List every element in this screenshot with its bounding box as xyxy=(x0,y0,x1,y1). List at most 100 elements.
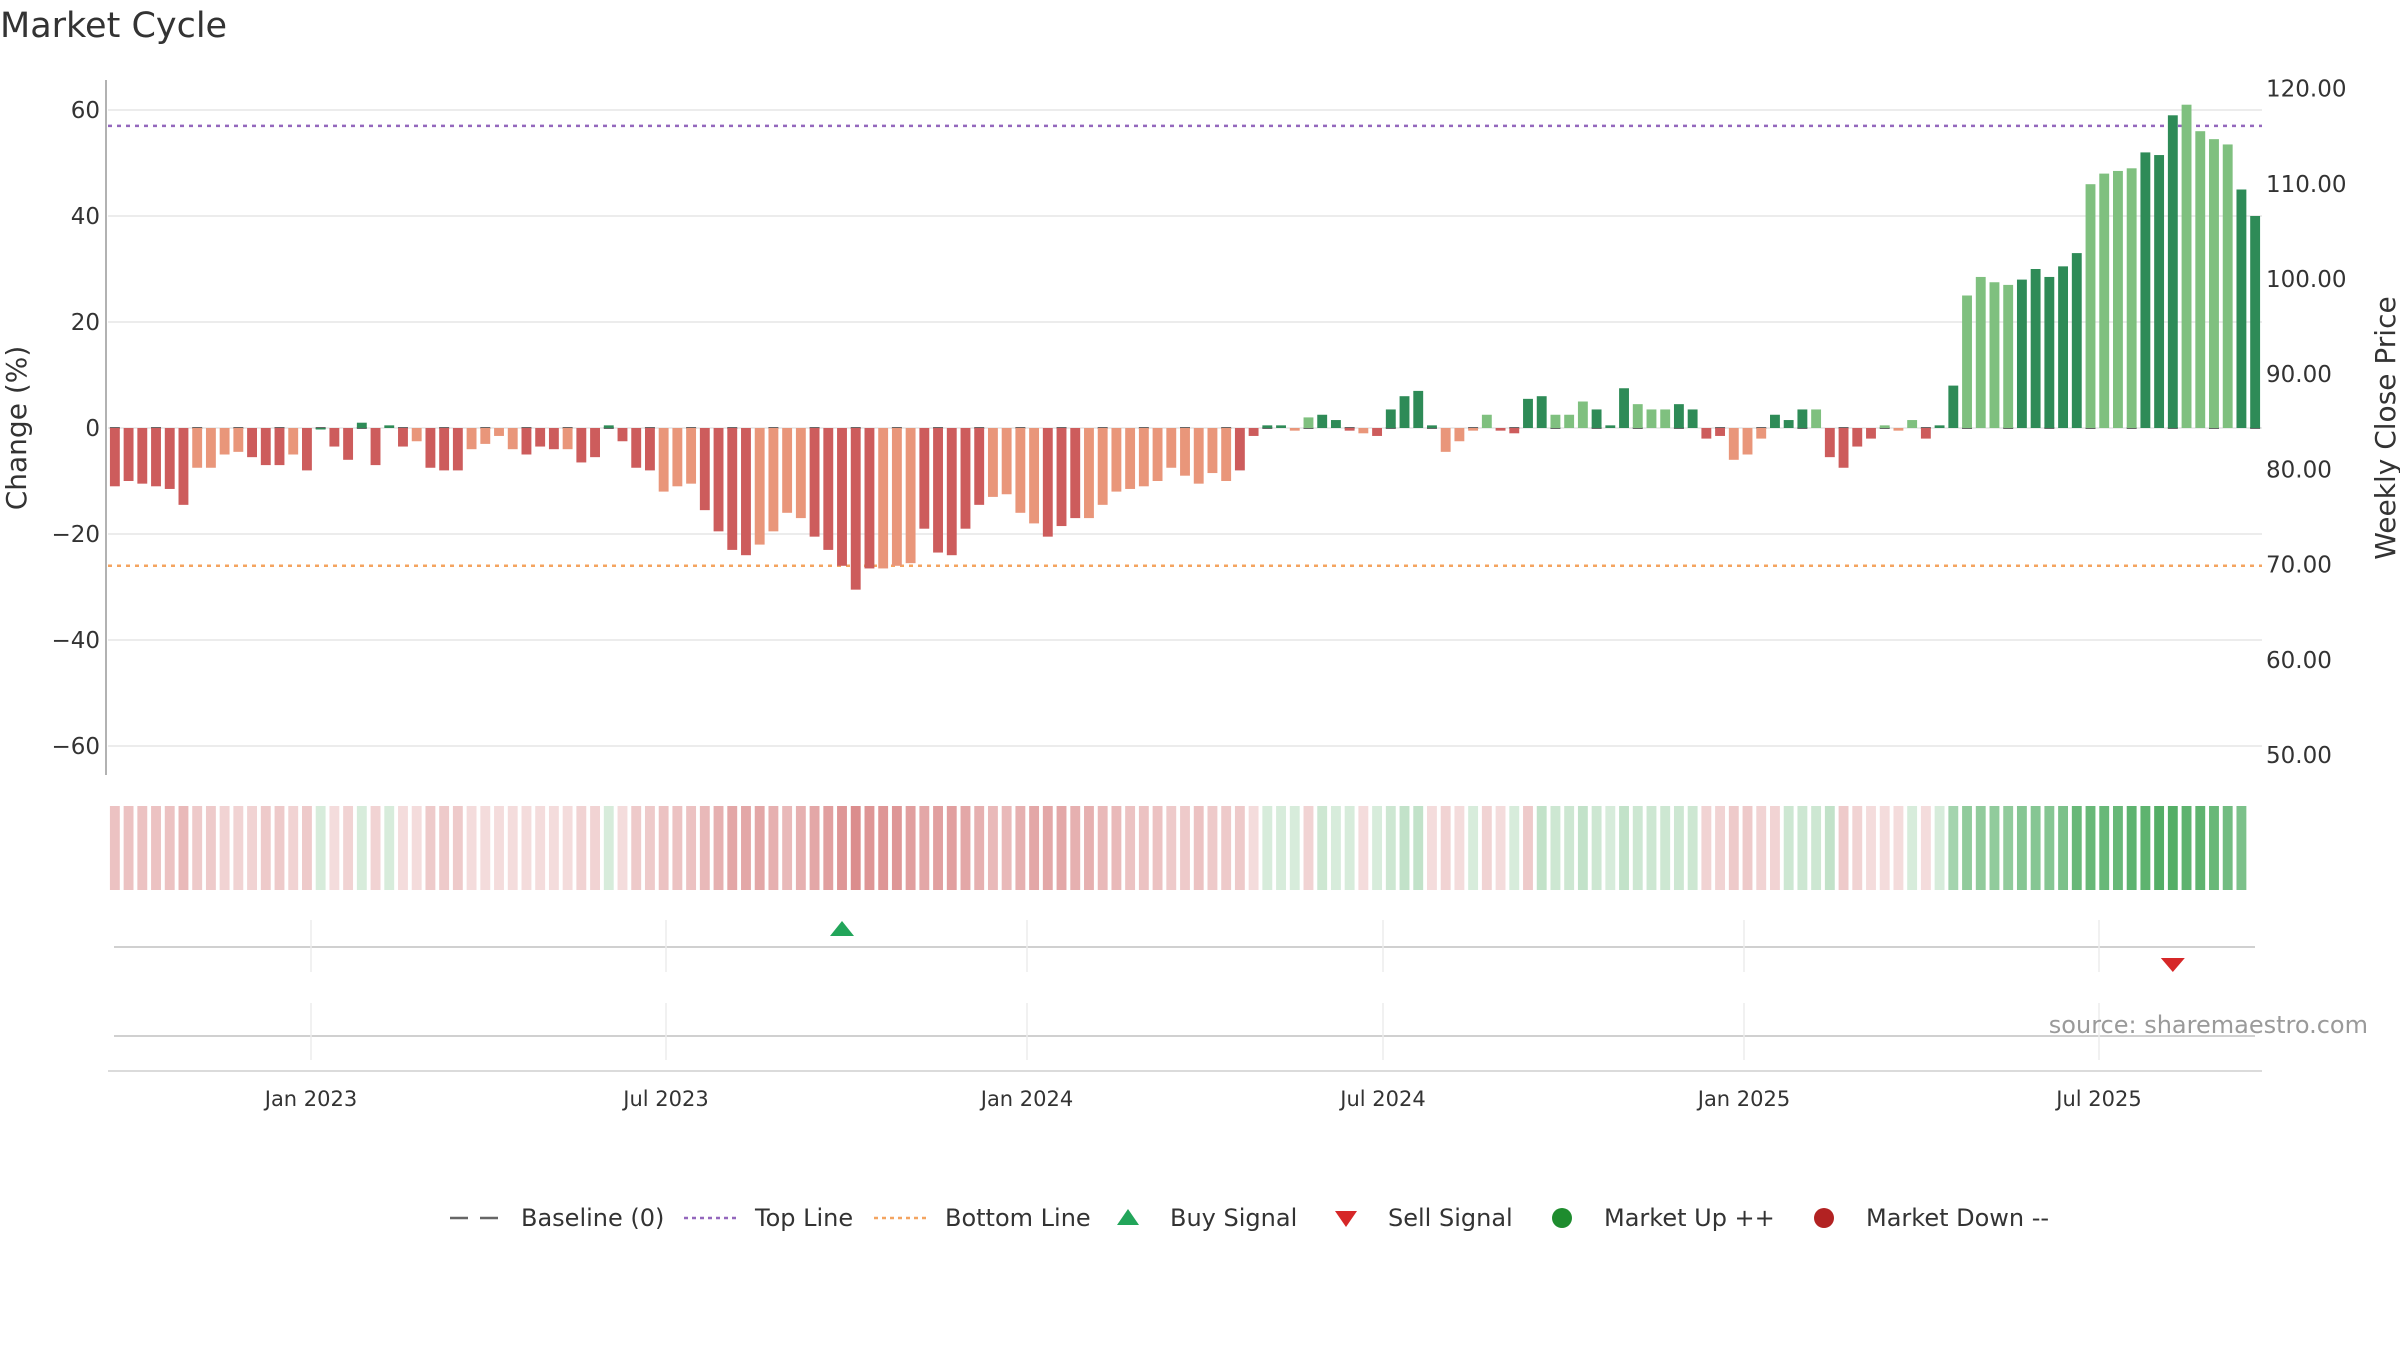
bar xyxy=(1509,428,1520,434)
bar xyxy=(1907,420,1918,428)
bar xyxy=(672,428,683,487)
bar xyxy=(837,428,847,566)
bar xyxy=(987,428,998,497)
bar xyxy=(151,428,161,487)
cycle-strip-cell xyxy=(521,806,532,890)
y2-tick-label: 70.00 xyxy=(2266,553,2332,579)
bar xyxy=(1056,428,1067,527)
cycle-strip-cell xyxy=(919,806,930,890)
cycle-strip-cell xyxy=(699,806,710,890)
bar xyxy=(2099,173,2110,428)
cycle-strip-cell xyxy=(494,806,504,890)
bar xyxy=(1838,428,1849,468)
legend-item: Market Up ++ xyxy=(1552,1204,1775,1232)
legend-label: Bottom Line xyxy=(945,1204,1091,1232)
cycle-strip-cell xyxy=(507,806,518,890)
bar xyxy=(329,428,340,447)
cycle-strip-cell xyxy=(878,806,889,890)
bar xyxy=(809,428,820,537)
cycle-strip-cell xyxy=(823,806,834,890)
cycle-strip-cell xyxy=(1687,806,1698,890)
cycle-strip-cell xyxy=(439,806,450,890)
bar xyxy=(233,428,244,452)
cycle-strip-cell xyxy=(425,806,436,890)
cycle-strip-cell xyxy=(795,806,806,890)
cycle-strip-cell xyxy=(1111,806,1122,890)
cycle-strip-cell xyxy=(891,806,902,890)
bar xyxy=(1852,428,1863,447)
cycle-strip-cell xyxy=(1084,806,1094,890)
cycle-strip-cell xyxy=(2016,806,2027,890)
bar xyxy=(1783,420,1794,428)
cycle-strip-cell xyxy=(1632,806,1643,890)
cycle-strip-cell xyxy=(466,806,477,890)
cycle-strip-cell xyxy=(1015,806,1026,890)
bar xyxy=(109,428,120,487)
bar xyxy=(768,428,779,532)
buy-signal-marker xyxy=(830,921,855,936)
cycle-strip-cell xyxy=(1276,806,1286,890)
legend-label: Top Line xyxy=(754,1204,853,1232)
bar xyxy=(1440,428,1451,452)
cycle-strip-cell xyxy=(1536,806,1547,890)
cycle-strip-cell xyxy=(2126,806,2137,890)
bar xyxy=(1427,425,1437,428)
bar xyxy=(1948,385,1959,428)
cycle-strip-cell xyxy=(178,806,189,890)
bar xyxy=(933,428,943,553)
cycle-strip-cell xyxy=(1811,806,1822,890)
bar xyxy=(1605,425,1616,428)
cycle-strip-cell xyxy=(1330,806,1341,890)
legend-label: Sell Signal xyxy=(1388,1204,1513,1232)
bar xyxy=(1042,428,1053,537)
cycle-strip-cell xyxy=(137,806,148,890)
cycle-strip-cell xyxy=(1824,806,1835,890)
bar xyxy=(1728,428,1739,460)
y2-tick-label: 80.00 xyxy=(2266,457,2332,483)
bar xyxy=(2071,253,2082,428)
bar xyxy=(2140,152,2151,428)
cycle-strip-cell xyxy=(974,806,985,890)
cycle-strip-cell xyxy=(1605,806,1616,890)
legend-label: Market Up ++ xyxy=(1604,1204,1775,1232)
cycle-strip-cell xyxy=(288,806,299,890)
cycle-strip-cell xyxy=(850,806,861,890)
cycle-strip-cell xyxy=(2085,806,2096,890)
cycle-strip-cell xyxy=(1591,806,1602,890)
cycle-strip-cell xyxy=(713,806,724,890)
bar xyxy=(137,428,148,484)
bar xyxy=(1770,414,1780,428)
cycle-strip-cell xyxy=(1660,806,1671,890)
bar xyxy=(741,428,751,556)
bar xyxy=(946,428,957,556)
bar xyxy=(315,428,326,430)
bar xyxy=(1358,428,1369,434)
bar xyxy=(1920,428,1931,439)
cycle-strip-cell xyxy=(1742,806,1753,890)
cycle-strip-cell xyxy=(644,806,655,890)
cycle-strip-cell xyxy=(1989,806,2000,890)
bar xyxy=(1262,425,1273,428)
bar xyxy=(2085,184,2096,428)
cycle-strip-cell xyxy=(2195,806,2206,890)
cycle-strip-cell xyxy=(1619,806,1629,890)
legend-swatch-market-up xyxy=(1552,1208,1572,1228)
cycle-strip-cell xyxy=(1948,806,1959,890)
bar xyxy=(1481,414,1492,428)
cycle-strip-cell xyxy=(1413,806,1424,890)
y2-tick-label: 120.00 xyxy=(2266,77,2346,103)
cycle-strip-cell xyxy=(1907,806,1918,890)
cycle-strip-cell xyxy=(2209,806,2219,890)
cycle-strip-cell xyxy=(2154,806,2165,890)
bar xyxy=(713,428,724,532)
x-tick-label: Jan 2023 xyxy=(263,1087,358,1111)
legend-swatch-market-down xyxy=(1814,1208,1834,1228)
cycle-strip-cell xyxy=(452,806,463,890)
cycle-strip-cell xyxy=(109,806,120,890)
cycle-strip-cell xyxy=(1797,806,1808,890)
cycle-strip-cell xyxy=(1481,806,1492,890)
bar xyxy=(178,428,189,505)
cycle-strip-cell xyxy=(1838,806,1849,890)
cycle-strip-cell xyxy=(1221,806,1232,890)
